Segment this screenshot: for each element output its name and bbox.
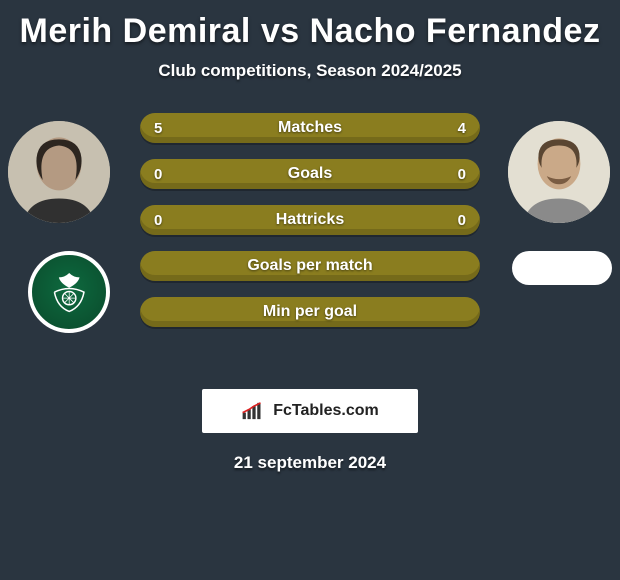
stat-label: Hattricks	[276, 211, 344, 229]
stat-label: Goals	[288, 165, 332, 183]
crest-icon	[47, 270, 91, 314]
stat-label: Goals per match	[247, 257, 372, 275]
stat-left-value: 5	[154, 113, 162, 143]
date-text: 21 september 2024	[0, 453, 620, 473]
watermark-text: FcTables.com	[273, 402, 379, 420]
club-right-badge	[512, 251, 612, 285]
stat-right-value: 0	[458, 205, 466, 235]
watermark: FcTables.com	[202, 389, 418, 433]
stat-bar-min-per-goal: Min per goal	[140, 297, 480, 327]
comparison-arena: 5 Matches 4 0 Goals 0 0 Hattricks 0 Goal…	[0, 111, 620, 371]
stat-right-value: 4	[458, 113, 466, 143]
subtitle: Club competitions, Season 2024/2025	[0, 61, 620, 81]
stat-left-value: 0	[154, 159, 162, 189]
stat-left-value: 0	[154, 205, 162, 235]
player-right-avatar	[508, 121, 610, 223]
silhouette-icon	[508, 121, 610, 223]
stat-bar-hattricks: 0 Hattricks 0	[140, 205, 480, 235]
stat-bar-goals: 0 Goals 0	[140, 159, 480, 189]
club-left-badge	[28, 251, 110, 333]
stat-bar-goals-per-match: Goals per match	[140, 251, 480, 281]
stat-right-value: 0	[458, 159, 466, 189]
stat-label: Min per goal	[263, 303, 357, 321]
bars-icon	[241, 400, 267, 422]
player-left-avatar	[8, 121, 110, 223]
stat-bar-matches: 5 Matches 4	[140, 113, 480, 143]
silhouette-icon	[8, 121, 110, 223]
page-title: Merih Demiral vs Nacho Fernandez	[0, 0, 620, 51]
stat-bars: 5 Matches 4 0 Goals 0 0 Hattricks 0 Goal…	[140, 113, 480, 327]
stat-label: Matches	[278, 119, 342, 137]
